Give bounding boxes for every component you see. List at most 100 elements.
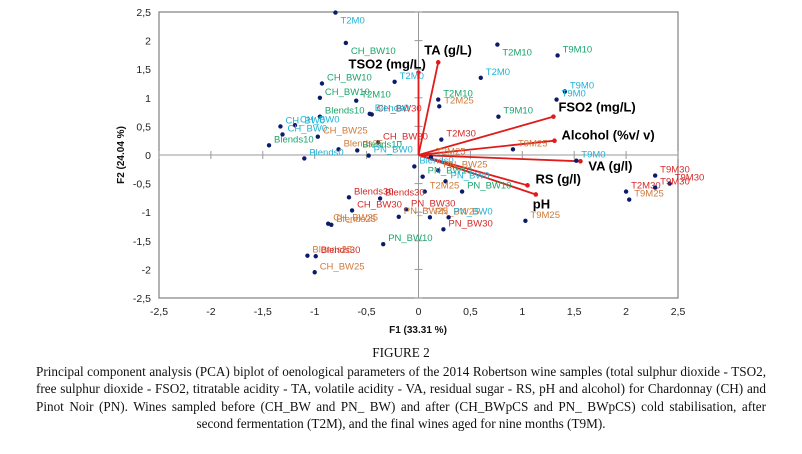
data-point: [554, 97, 559, 102]
vector-label: Alcohol (%v/ v): [561, 128, 654, 143]
data-point: [428, 155, 434, 160]
point-label: CH_BW0: [285, 115, 325, 126]
point-label: PN_BW25: [404, 206, 448, 217]
point-label: Blends25: [344, 138, 384, 149]
data-point: [367, 111, 372, 117]
data-point: [312, 270, 317, 275]
vector-tip: [552, 138, 557, 143]
y-tick-label: -1,5: [133, 236, 151, 248]
x-tick-label: -1,5: [254, 306, 272, 318]
point-label: Blends10: [362, 139, 402, 150]
data-point: [510, 147, 516, 152]
point-label: T9M30: [675, 173, 705, 184]
point-label: T9M25: [518, 138, 548, 149]
y-tick-label: -2: [142, 264, 151, 276]
point-label: PN_BW25: [443, 159, 487, 170]
point-label: Blends10: [325, 106, 365, 117]
x-tick-label: 0: [416, 306, 422, 318]
data-point: [329, 222, 334, 227]
point-label: T9M0: [562, 89, 586, 100]
y-tick-label: 0,5: [136, 121, 151, 133]
data-point: [315, 134, 321, 139]
data-point: [355, 148, 360, 153]
x-tick-label: 2,5: [671, 306, 686, 318]
data-point: [422, 189, 427, 194]
data-point: [495, 42, 500, 47]
point-label: Blends30: [321, 245, 361, 256]
data-point: [403, 207, 409, 212]
point-label: T9M25: [530, 210, 560, 221]
data-point: [652, 173, 658, 178]
vector-line: [418, 154, 537, 196]
vector-label: pH: [533, 196, 550, 211]
point-label: T2M25: [430, 181, 460, 192]
point-label: T9M25: [634, 189, 664, 200]
data-point: [459, 189, 465, 194]
point-label: CH_BW10: [325, 87, 370, 98]
data-point: [627, 197, 632, 202]
vector-tip: [551, 114, 556, 119]
data-point: [446, 215, 451, 220]
point-label: PN_BW10: [467, 181, 511, 192]
point-label: T9M30: [660, 165, 690, 176]
point-label: CH_BW25: [333, 213, 378, 224]
pca-biplot: -2,5 -2 -1,5 -1 -0,5 0 0,5 1 1,5 2 2,5 -2,5 -2 -1,5 -1…: [116, 7, 705, 336]
data-point: [496, 114, 501, 119]
point-label: Blends0: [375, 103, 409, 114]
point-label: Blends10: [274, 134, 314, 145]
point-label: PN_BW0: [454, 206, 493, 217]
x-tick-label: -1: [310, 306, 319, 318]
point-label: T2M30: [446, 129, 476, 140]
vector-label: RS (g/l): [535, 171, 581, 186]
variable-vectors: TSO2 (mg/L)TA (g/L) FSO2 (mg/L) Alcohol (%…: [349, 42, 655, 211]
point-label: T2M10: [502, 48, 532, 59]
vector-label: VA (g/l): [588, 158, 632, 173]
point-label: CH_BW10: [327, 73, 372, 84]
y-tick-label: -0,5: [133, 179, 151, 191]
x-tick-label: 1: [519, 306, 525, 318]
point-label: PN_BW30: [411, 198, 455, 209]
data-point: [667, 181, 672, 186]
point-label: T2M25: [444, 95, 474, 106]
y-tick-label: 1,5: [136, 64, 151, 76]
point-label: T9M10: [563, 44, 593, 55]
point-label: Blends30: [354, 186, 394, 197]
data-point: [319, 81, 325, 86]
point-label: CH_BW0: [300, 114, 340, 125]
data-point: [377, 196, 383, 201]
point-label: T2M10: [361, 90, 391, 101]
data-point: [396, 214, 401, 219]
figure-caption: FIGURE 2 Principal component analysis (P…: [36, 344, 766, 433]
vector-tip: [533, 192, 539, 197]
vector-tip: [525, 183, 530, 188]
point-label: T2M0: [486, 67, 510, 78]
data-point: [555, 53, 560, 58]
point-label: T2M0: [340, 16, 364, 27]
x-axis-label: F1 (33.31 %): [389, 325, 447, 336]
point-label: Blends25: [336, 214, 376, 225]
point-label: CH_BW25: [323, 126, 368, 137]
caption-text: Principal component analysis (PCA) biplo…: [36, 363, 766, 432]
data-point: [478, 75, 483, 80]
point-label: Blends30: [385, 187, 425, 198]
point-label: T2M30: [631, 181, 661, 192]
y-tick-label: -1: [142, 207, 151, 219]
y-tick-label: 1: [145, 93, 151, 105]
data-point: [436, 97, 441, 102]
vector-label: TSO2 (mg/L): [349, 57, 426, 72]
point-label: CH_BW10: [351, 46, 396, 57]
data-point: [523, 218, 528, 223]
y-tick-label: 2: [145, 36, 151, 48]
point-label: PN_BW10: [428, 166, 472, 177]
point-label: CH_BW0: [288, 123, 328, 134]
vector-line: [418, 154, 528, 187]
vector-label: FSO2 (mg/L): [558, 100, 635, 115]
point-label: CH_BW30: [383, 131, 428, 142]
point-label: Blends0: [309, 147, 343, 158]
data-point: [317, 95, 323, 101]
data-point: [343, 40, 349, 46]
data-point: [317, 114, 323, 119]
point-label: T2M0: [400, 71, 424, 82]
point-label: Blends25: [312, 245, 352, 256]
